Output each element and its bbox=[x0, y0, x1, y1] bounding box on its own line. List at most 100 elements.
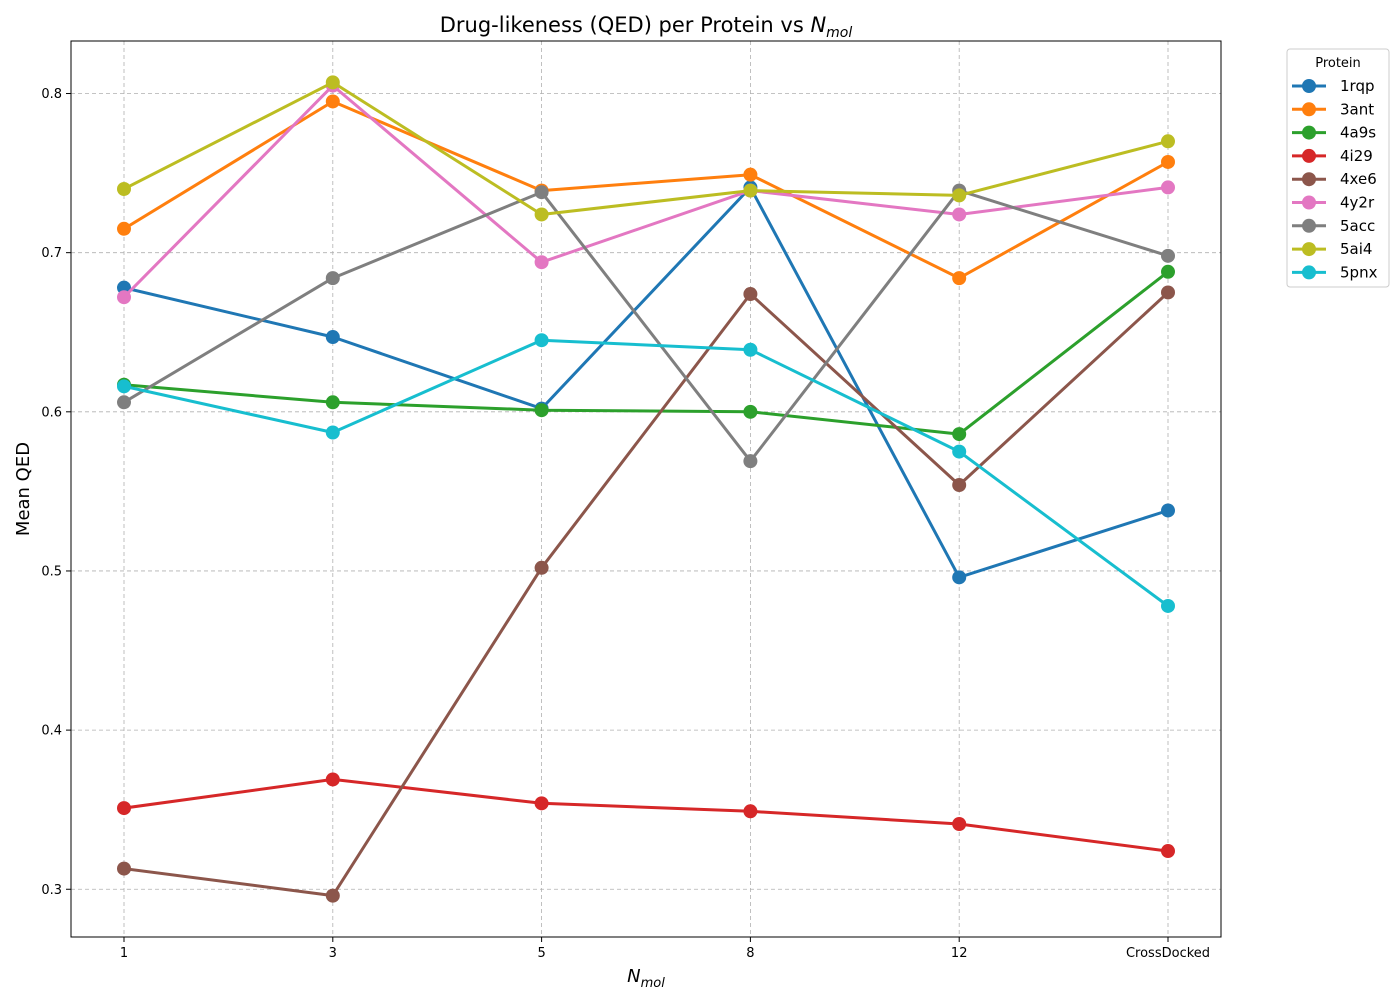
plot-frame bbox=[70, 40, 1222, 938]
series-5acc bbox=[117, 183, 1175, 469]
legend-marker bbox=[1302, 172, 1316, 187]
series-4a9s bbox=[117, 264, 1175, 442]
data-point bbox=[1161, 503, 1175, 518]
data-point bbox=[325, 395, 340, 410]
series-5pnx bbox=[117, 333, 1175, 613]
y-tick-label: 0.6 bbox=[41, 405, 62, 420]
data-point bbox=[117, 221, 131, 236]
legend-item-5acc: 5acc bbox=[1292, 217, 1375, 235]
y-tick-label: 0.7 bbox=[41, 246, 62, 261]
data-point bbox=[117, 395, 131, 410]
data-point bbox=[952, 271, 967, 286]
series-4i29 bbox=[117, 772, 1175, 859]
series-line bbox=[123, 189, 1169, 463]
data-point bbox=[534, 207, 549, 222]
y-tick-label: 0.8 bbox=[41, 87, 62, 102]
data-point bbox=[117, 861, 131, 876]
legend-item-4xe6: 4xe6 bbox=[1292, 170, 1377, 188]
data-point bbox=[952, 188, 967, 203]
x-axis: 1 3 5 8 12 CrossDocked bbox=[120, 937, 1210, 961]
data-point bbox=[952, 570, 967, 585]
series-1rqp bbox=[117, 180, 1175, 585]
legend-label: 4a9s bbox=[1340, 124, 1376, 142]
y-tick-label: 0.3 bbox=[41, 883, 62, 898]
data-point bbox=[325, 888, 340, 903]
legend-label: 5pnx bbox=[1340, 263, 1378, 281]
y-tick-label: 0.5 bbox=[41, 564, 62, 579]
x-tick-label: 5 bbox=[537, 946, 545, 961]
legend-label: 4i29 bbox=[1340, 147, 1373, 165]
legend-label: 5ai4 bbox=[1340, 240, 1372, 258]
legend-item-5ai4: 5ai4 bbox=[1292, 240, 1372, 258]
series-line bbox=[123, 777, 1169, 853]
y-axis-title: Mean QED bbox=[13, 442, 34, 536]
legend-label: 4y2r bbox=[1340, 194, 1375, 212]
x-tick-label: 8 bbox=[746, 946, 754, 961]
data-point bbox=[534, 560, 549, 575]
data-point bbox=[325, 75, 340, 90]
data-point bbox=[117, 182, 131, 197]
legend-marker bbox=[1302, 218, 1316, 233]
data-point bbox=[1161, 598, 1175, 613]
legend-marker bbox=[1302, 265, 1316, 280]
data-point bbox=[117, 801, 131, 816]
data-point bbox=[325, 271, 340, 286]
legend-item-4a9s: 4a9s bbox=[1292, 124, 1376, 142]
x-tick-label: 1 bbox=[120, 946, 128, 961]
series-3ant bbox=[117, 94, 1175, 286]
data-point bbox=[743, 404, 758, 419]
legend-item-4y2r: 4y2r bbox=[1292, 194, 1375, 212]
data-point bbox=[743, 287, 758, 302]
series-line bbox=[123, 338, 1169, 608]
series-line bbox=[122, 84, 1169, 299]
x-axis-title: Nmol bbox=[627, 966, 665, 991]
legend-marker bbox=[1302, 125, 1316, 140]
legend-label: 4xe6 bbox=[1340, 170, 1377, 188]
legend-items: 1rqp 3ant 4a9s 4i29 4xe6 4y2r 5acc 5ai4 5pnx bbox=[1292, 77, 1378, 281]
y-axis: 0.3 0.4 0.5 0.6 0.7 0.8 bbox=[41, 87, 71, 898]
series-5ai4 bbox=[117, 75, 1175, 222]
data-point bbox=[325, 330, 340, 345]
x-tick-label: CrossDocked bbox=[1126, 946, 1210, 961]
data-point bbox=[534, 796, 549, 811]
data-point bbox=[743, 167, 758, 182]
data-point bbox=[743, 804, 758, 819]
data-point bbox=[1161, 180, 1175, 195]
legend-marker bbox=[1302, 195, 1316, 210]
data-point bbox=[117, 290, 131, 305]
data-point bbox=[743, 454, 758, 469]
series-layer bbox=[117, 75, 1175, 903]
data-point bbox=[952, 207, 967, 222]
series-line bbox=[123, 291, 1170, 898]
data-point bbox=[534, 185, 549, 200]
legend-item-1rqp: 1rqp bbox=[1292, 77, 1375, 95]
series-4xe6 bbox=[117, 285, 1175, 903]
series-line bbox=[123, 270, 1169, 436]
legend-label: 5acc bbox=[1340, 217, 1375, 235]
data-point bbox=[743, 342, 758, 357]
data-point bbox=[534, 403, 549, 418]
data-point bbox=[534, 255, 549, 270]
legend-marker bbox=[1302, 102, 1316, 117]
legend-label: 1rqp bbox=[1340, 77, 1375, 95]
data-point bbox=[952, 478, 967, 493]
data-point bbox=[952, 427, 967, 442]
legend: Protein 1rqp 3ant 4a9s 4i29 4xe6 4y2r 5acc 5ai4… bbox=[1286, 48, 1390, 288]
series-line bbox=[123, 185, 1169, 579]
data-point bbox=[1161, 248, 1175, 263]
y-tick-label: 0.4 bbox=[41, 724, 62, 739]
legend-marker bbox=[1302, 79, 1316, 93]
data-point bbox=[1161, 134, 1175, 149]
data-point bbox=[117, 379, 131, 394]
data-point bbox=[1161, 285, 1175, 300]
legend-item-5pnx: 5pnx bbox=[1292, 263, 1378, 281]
data-point bbox=[952, 444, 967, 459]
data-point bbox=[743, 183, 758, 198]
legend-title: Protein bbox=[1315, 56, 1361, 71]
data-point bbox=[952, 817, 967, 832]
legend-item-3ant: 3ant bbox=[1292, 100, 1374, 118]
data-point bbox=[1161, 154, 1175, 169]
series-line bbox=[123, 80, 1169, 216]
chart-title: Drug-likeness (QED) per Protein vs Nmol bbox=[440, 13, 853, 41]
